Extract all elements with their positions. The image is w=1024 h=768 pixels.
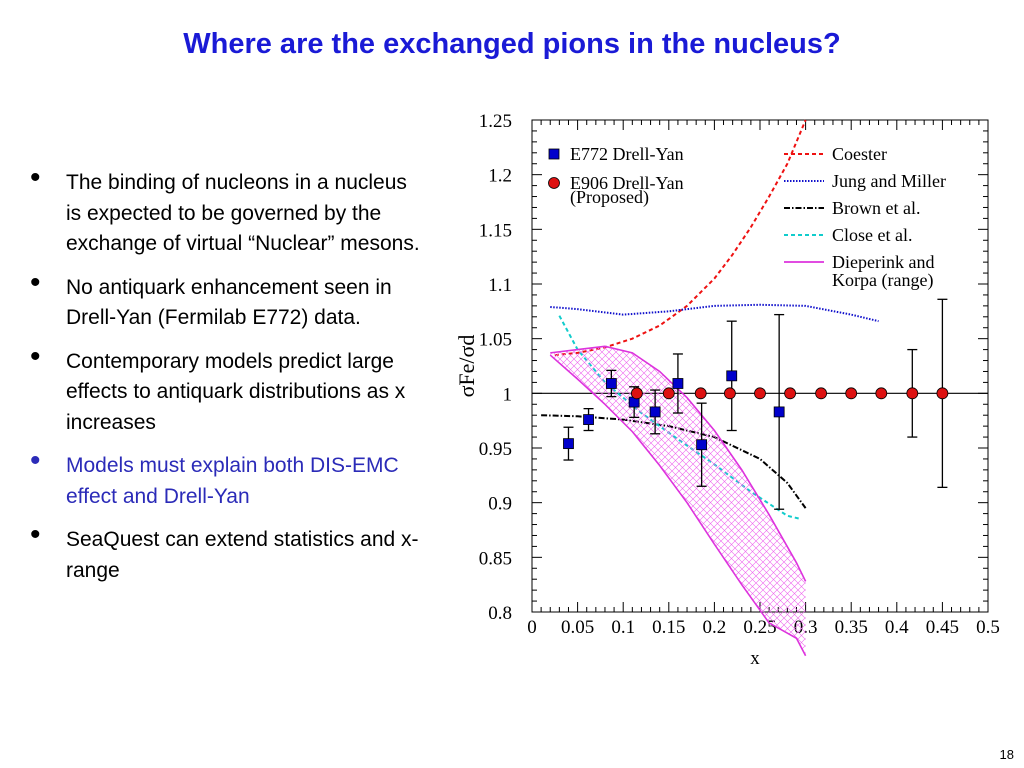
data-point-square (563, 438, 574, 450)
x-tick-label: 0 (527, 617, 537, 638)
legend-label: Close et al. (832, 225, 912, 245)
data-point-circle (815, 387, 828, 400)
x-tick-label: 0.1 (611, 617, 635, 638)
x-tick-label: 0.2 (703, 617, 727, 638)
data-point-circle (845, 387, 858, 400)
x-tick-label: 0.05 (561, 617, 594, 638)
bullet-icon: • (30, 161, 41, 194)
bullet-text: No antiquark enhancement seen in Drell-Y… (66, 275, 392, 330)
model-curve (550, 303, 879, 323)
x-tick-label: 0.35 (835, 617, 868, 638)
bullet-icon: • (30, 518, 41, 551)
data-point-square (583, 414, 594, 425)
model-band-fill (550, 346, 806, 656)
y-tick-label: 0.85 (479, 548, 512, 569)
legend-label: (Proposed) (570, 187, 649, 208)
y-axis-label: σFe/σd (454, 335, 479, 398)
data-point-square (649, 406, 661, 418)
data-point-circle (906, 387, 919, 400)
slide-title: Where are the exchanged pions in the nuc… (183, 28, 841, 60)
legend-label: Coester (832, 144, 887, 164)
bullet-text: SeaQuest can extend statistics and x-ran… (66, 528, 419, 582)
data-point-circle (754, 387, 766, 400)
model-curve (554, 119, 807, 357)
data-point-square (696, 439, 708, 451)
x-tick-label: 0.5 (976, 617, 1000, 638)
bullet-item: • SeaQuest can extend statistics and x-ra… (28, 520, 423, 586)
data-point-circle (630, 387, 643, 400)
bullet-text: Models must explain both DIS-EMC effect … (66, 454, 399, 508)
data-point-circle (694, 387, 707, 400)
legend-label: E772 Drell-Yan (570, 144, 684, 164)
legend-marker-square (548, 148, 560, 160)
bullet-icon: • (30, 339, 41, 373)
data-point-square (773, 406, 785, 418)
data-point-square (726, 370, 738, 382)
y-tick-label: 1 (503, 384, 513, 405)
y-tick-label: 0.8 (488, 603, 512, 624)
bullet-icon: • (30, 444, 41, 477)
bullet-text: The binding of nucleons in a nucleus is … (66, 171, 420, 255)
bullet-item: • Contemporary models predict large effec… (28, 341, 423, 439)
y-tick-label: 0.9 (488, 494, 512, 515)
x-tick-label: 0.4 (885, 617, 909, 638)
legend-label: Brown et al. (832, 198, 920, 218)
legend-label: E906 Drell-Yan (570, 173, 684, 193)
legend-label: Korpa (range) (832, 270, 933, 291)
data-point-square (605, 378, 617, 389)
x-axis-label: x (750, 648, 760, 669)
data-point-circle (875, 387, 888, 400)
ratio-chart: 00.050.10.150.20.250.30.350.40.450.50.80… (454, 111, 1000, 669)
bullet-icon: • (30, 265, 41, 299)
bullet-item: • No antiquark enhancement seen in Drell-… (28, 267, 423, 334)
legend-label: Dieperink and (832, 252, 934, 272)
bullet-text: Contemporary models predict large effect… (66, 349, 406, 434)
data-point-circle (662, 387, 675, 400)
legend-marker-circle (548, 177, 560, 189)
bullet-item: • The binding of nucleons in a nucleus is… (28, 163, 423, 260)
x-tick-label: 0.45 (926, 617, 959, 638)
y-tick-label: 1.2 (488, 166, 512, 187)
bullet-list: • The binding of nucleons in a nucleus is… (28, 163, 423, 599)
page-number: 18 (999, 747, 1014, 762)
y-tick-label: 1.05 (479, 330, 512, 351)
model-band-lower (549, 354, 807, 657)
model-band-upper (550, 345, 807, 582)
y-tick-label: 0.95 (479, 439, 512, 460)
y-tick-label: 1.25 (479, 111, 512, 132)
x-tick-label: 0.15 (652, 617, 685, 638)
y-tick-label: 1.1 (488, 275, 512, 296)
legend-label: Jung and Miller (832, 171, 946, 191)
y-tick-label: 1.15 (479, 220, 512, 241)
data-point-circle (784, 387, 796, 400)
data-point-circle (724, 387, 736, 400)
data-point-circle (936, 387, 949, 400)
bullet-item-highlighted: • Models must explain both DIS-EMC effect… (28, 446, 423, 512)
data-point-square (672, 378, 684, 389)
